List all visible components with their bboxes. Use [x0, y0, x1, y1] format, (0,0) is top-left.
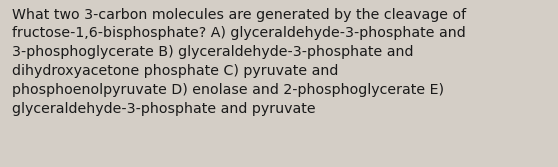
- Text: What two 3-carbon molecules are generated by the cleavage of
fructose-1,6-bispho: What two 3-carbon molecules are generate…: [12, 8, 466, 116]
